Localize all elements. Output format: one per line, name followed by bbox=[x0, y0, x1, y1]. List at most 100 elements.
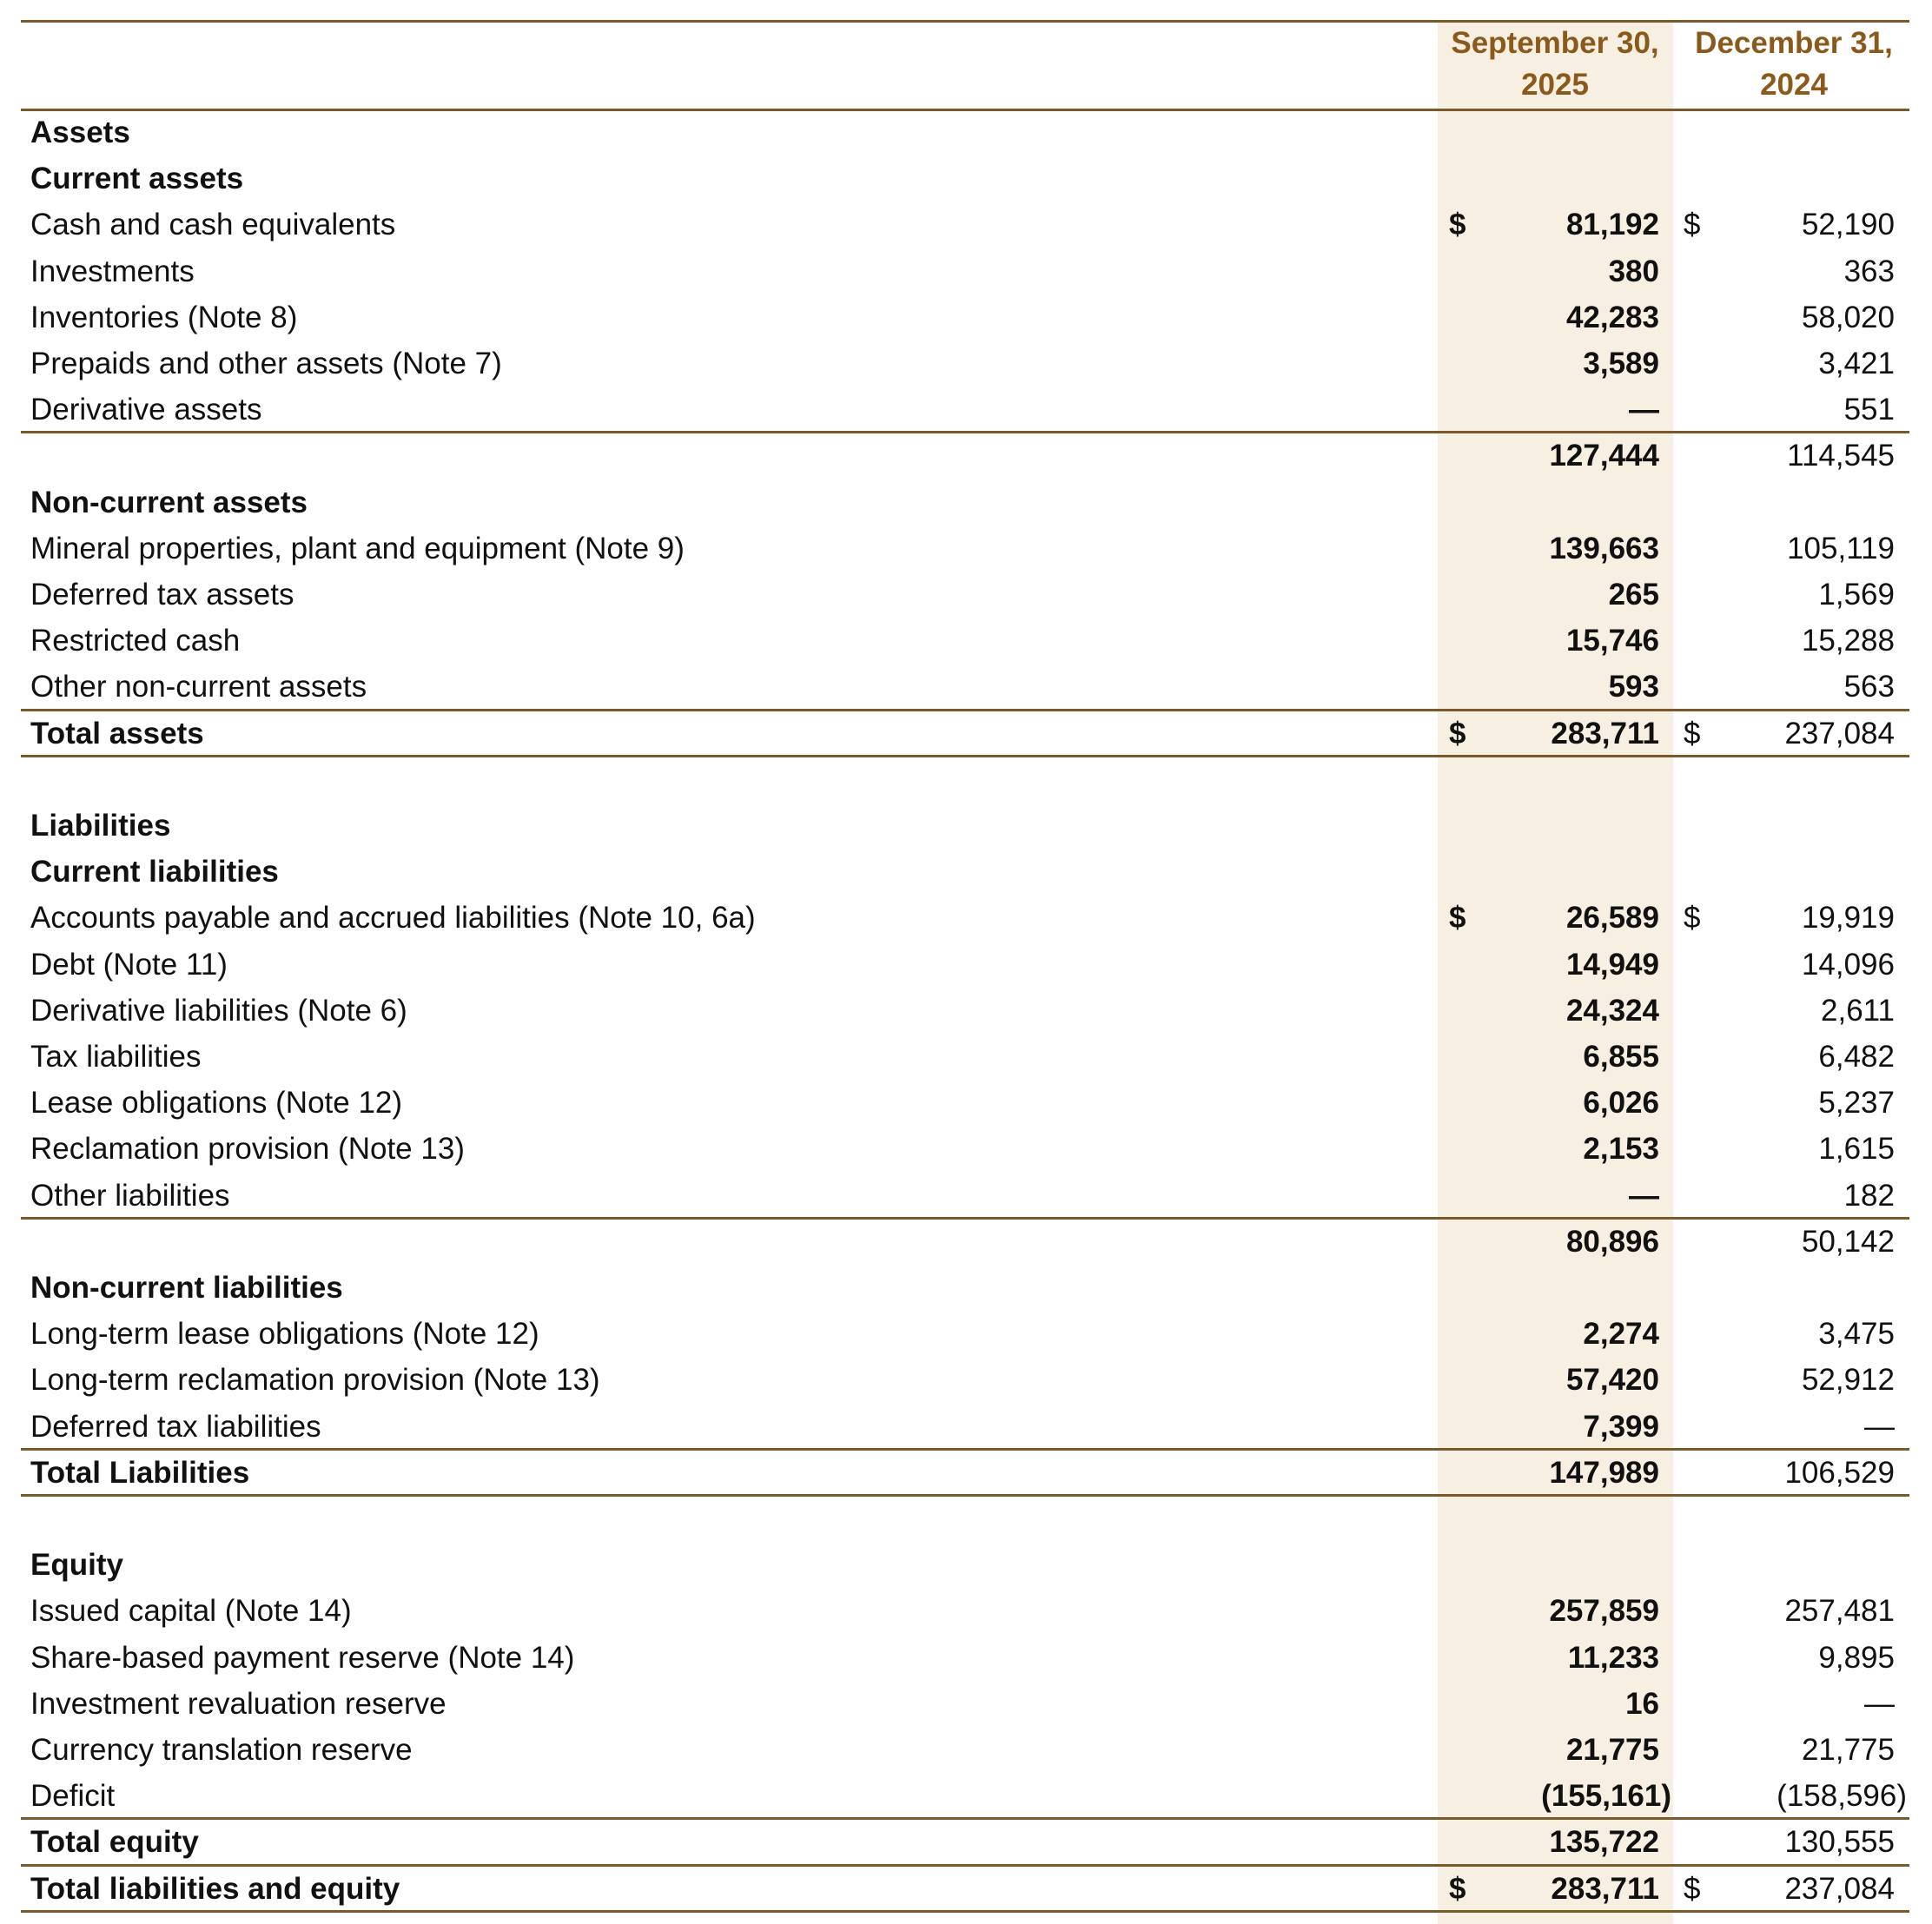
amount: 3,589 bbox=[1583, 347, 1659, 380]
rule bbox=[21, 755, 1909, 757]
amount: — bbox=[1629, 1178, 1659, 1213]
amount: 182 bbox=[1843, 1178, 1895, 1213]
amount: (155,161) bbox=[1541, 1779, 1671, 1814]
row-label: Current liabilities bbox=[30, 855, 279, 889]
amount: 2,274 bbox=[1583, 1317, 1659, 1352]
currency: $ bbox=[1449, 716, 1466, 750]
amount: 106,529 bbox=[1784, 1455, 1895, 1490]
column-header: September 30, 2025 bbox=[1451, 26, 1659, 102]
amount: 11,233 bbox=[1567, 1640, 1659, 1675]
amount: 283,711 bbox=[1551, 716, 1659, 750]
row-label: Prepaids and other assets (Note 7) bbox=[30, 347, 502, 380]
amount: 127,444 bbox=[1549, 439, 1659, 473]
amount: 14,096 bbox=[1801, 947, 1895, 982]
rule bbox=[21, 709, 1909, 711]
amount: 2,153 bbox=[1583, 1132, 1659, 1167]
amount: 257,481 bbox=[1784, 1594, 1895, 1629]
amount: 16 bbox=[1625, 1686, 1659, 1721]
row-label: Total assets bbox=[30, 716, 204, 750]
amount: 257,859 bbox=[1549, 1594, 1659, 1629]
column-header: December 31, 2024 bbox=[1695, 26, 1893, 102]
amount: 19,919 bbox=[1801, 901, 1895, 936]
currency: $ bbox=[1684, 901, 1701, 936]
currency: $ bbox=[1684, 716, 1701, 750]
row-label: Tax liabilities bbox=[30, 1040, 202, 1074]
amount: 139,663 bbox=[1549, 531, 1659, 565]
amount: 6,855 bbox=[1583, 1040, 1659, 1074]
amount: 135,722 bbox=[1549, 1825, 1659, 1860]
row-label: Total equity bbox=[30, 1825, 199, 1860]
amount: 50,142 bbox=[1801, 1224, 1895, 1259]
row-label: Assets bbox=[30, 116, 130, 149]
amount: 5,237 bbox=[1818, 1086, 1895, 1121]
row-label: Currency translation reserve bbox=[30, 1733, 413, 1767]
amount: 237,084 bbox=[1784, 716, 1895, 750]
row-label: Mineral properties, plant and equipment … bbox=[30, 531, 685, 565]
amount: — bbox=[1629, 393, 1659, 427]
row-label: Investment revaluation reserve bbox=[30, 1686, 447, 1721]
row-label: Equity bbox=[30, 1548, 123, 1583]
row-label: Deficit bbox=[30, 1779, 116, 1814]
amount: 80,896 bbox=[1565, 1224, 1659, 1259]
amount: (158,596) bbox=[1777, 1779, 1907, 1814]
row-label: Investments bbox=[30, 254, 195, 288]
row-label: Derivative assets bbox=[30, 393, 262, 427]
amount: 52,190 bbox=[1801, 208, 1895, 242]
amount: 114,545 bbox=[1787, 439, 1895, 473]
amount: — bbox=[1864, 1409, 1895, 1444]
row-label: Long-term lease obligations (Note 12) bbox=[30, 1317, 539, 1352]
row-label: Derivative liabilities (Note 6) bbox=[30, 993, 407, 1028]
amount: 1,569 bbox=[1818, 578, 1895, 612]
row-label: Cash and cash equivalents bbox=[30, 208, 396, 242]
row-label: Long-term reclamation provision (Note 13… bbox=[30, 1363, 600, 1398]
amount: 9,895 bbox=[1818, 1640, 1895, 1675]
amount: 6,026 bbox=[1583, 1086, 1659, 1121]
row-label: Restricted cash bbox=[30, 624, 241, 658]
amount: 24,324 bbox=[1565, 993, 1659, 1028]
row-label: Debt (Note 11) bbox=[30, 947, 228, 982]
row-label: Inventories (Note 8) bbox=[30, 300, 298, 334]
highlight-column bbox=[1438, 21, 1673, 1924]
currency: $ bbox=[1449, 901, 1466, 936]
rule bbox=[21, 20, 1909, 23]
row-label: Reclamation provision (Note 13) bbox=[30, 1132, 465, 1167]
currency: $ bbox=[1684, 1871, 1701, 1906]
row-label: Deferred tax assets bbox=[30, 578, 294, 612]
amount: 3,475 bbox=[1818, 1317, 1895, 1352]
amount: 363 bbox=[1843, 254, 1895, 288]
amount: 26,589 bbox=[1565, 901, 1659, 936]
row-label: Non-current assets bbox=[30, 485, 308, 519]
rule bbox=[21, 1817, 1909, 1820]
currency: $ bbox=[1449, 208, 1466, 242]
rule bbox=[21, 1864, 1909, 1867]
row-label: Other liabilities bbox=[30, 1178, 230, 1213]
amount: 380 bbox=[1608, 254, 1659, 288]
amount: 21,775 bbox=[1565, 1733, 1659, 1767]
amount: 147,989 bbox=[1549, 1455, 1659, 1490]
amount: 42,283 bbox=[1565, 300, 1659, 334]
amount: 105,119 bbox=[1787, 531, 1895, 565]
amount: 52,912 bbox=[1801, 1363, 1895, 1398]
amount: 265 bbox=[1608, 578, 1659, 612]
row-label: Current assets bbox=[30, 162, 244, 196]
row-label: Non-current liabilities bbox=[30, 1271, 343, 1305]
currency: $ bbox=[1684, 208, 1701, 242]
amount: 237,084 bbox=[1784, 1871, 1895, 1906]
amount: 58,020 bbox=[1801, 300, 1895, 334]
rule bbox=[21, 431, 1909, 433]
amount: 2,611 bbox=[1821, 993, 1895, 1028]
row-label: Liabilities bbox=[30, 809, 171, 843]
amount: — bbox=[1864, 1686, 1895, 1721]
row-label: Share-based payment reserve (Note 14) bbox=[30, 1640, 575, 1675]
amount: 1,615 bbox=[1818, 1132, 1895, 1167]
amount: 283,711 bbox=[1551, 1871, 1659, 1906]
amount: 7,399 bbox=[1583, 1409, 1659, 1444]
amount: 551 bbox=[1843, 393, 1895, 427]
row-label: Issued capital (Note 14) bbox=[30, 1594, 352, 1629]
amount: 6,482 bbox=[1818, 1040, 1895, 1074]
row-label: Other non-current assets bbox=[30, 670, 367, 704]
amount: 57,420 bbox=[1565, 1363, 1659, 1398]
currency: $ bbox=[1449, 1871, 1466, 1906]
amount: 130,555 bbox=[1784, 1825, 1895, 1860]
